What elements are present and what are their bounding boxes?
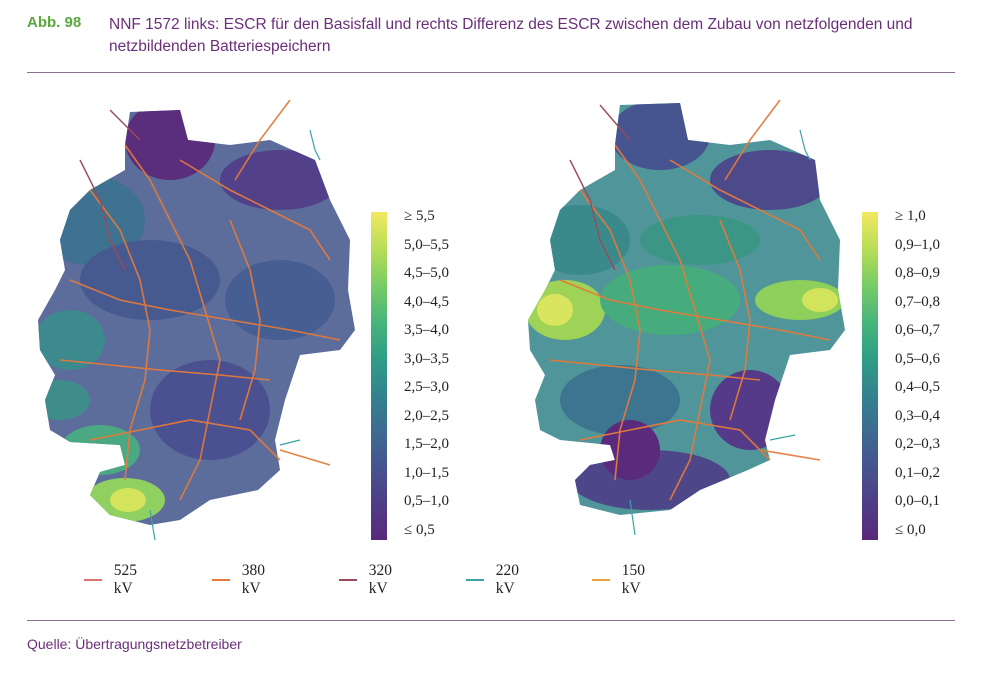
legend-label: 525 kV bbox=[113, 562, 138, 597]
colorbar-right-label: 0,0–0,1 bbox=[895, 493, 940, 509]
colorbar-right-label: 0,2–0,3 bbox=[895, 436, 940, 452]
colorbar-left-label: 2,0–2,5 bbox=[404, 407, 449, 424]
legend-label: 380 kV bbox=[241, 562, 266, 597]
colorbar-right-label: 0,4–0,5 bbox=[895, 379, 940, 395]
legend-label: 220 kV bbox=[495, 562, 520, 597]
colorbar-right-label: 0,7–0,8 bbox=[895, 293, 940, 310]
legend-swatch bbox=[212, 579, 230, 581]
colorbar-right-label: 0,3–0,4 bbox=[895, 407, 940, 424]
colorbar-left-label: 4,0–4,5 bbox=[404, 293, 449, 310]
colorbar-right-label: 0,5–0,6 bbox=[895, 350, 940, 367]
colorbar-left-label: 4,5–5,0 bbox=[404, 265, 449, 281]
top-divider bbox=[27, 72, 955, 73]
map-right-escr-differenz bbox=[520, 99, 850, 555]
colorbar-left-label: 5,0–5,5 bbox=[404, 236, 449, 253]
colorbar-left-label: 2,5–3,0 bbox=[404, 379, 449, 395]
legend-swatch bbox=[466, 579, 484, 581]
colorbar-left-label: ≥ 5,5 bbox=[404, 208, 435, 224]
colorbar-right-labels: ≥ 1,0 0,9–1,0 0,8–0,9 0,7–0,8 0,6–0,7 0,… bbox=[895, 208, 975, 548]
colorbar-left-label: ≤ 0,5 bbox=[404, 521, 435, 538]
legend-item-320kv: 320 kV bbox=[339, 562, 400, 597]
colorbar-left-label: 1,0–1,5 bbox=[404, 464, 449, 481]
colorbar-right-label: 0,8–0,9 bbox=[895, 265, 940, 281]
colorbar-left bbox=[371, 212, 387, 540]
colorbar-right-label: 0,9–1,0 bbox=[895, 236, 940, 253]
legend-item-220kv: 220 kV bbox=[466, 562, 527, 597]
figure-title: NNF 1572 links: ESCR für den Basisfall u… bbox=[109, 16, 913, 55]
colorbar-right bbox=[862, 212, 878, 540]
legend-swatch bbox=[84, 579, 102, 581]
colorbar-right-label: 0,1–0,2 bbox=[895, 464, 940, 481]
colorbar-left-labels: ≥ 5,5 5,0–5,5 4,5–5,0 4,0–4,5 3,5–4,0 3,… bbox=[404, 208, 484, 548]
legend-label: 150 kV bbox=[621, 562, 646, 597]
colorbar-left-label: 3,5–4,0 bbox=[404, 322, 449, 338]
legend-swatch bbox=[339, 579, 357, 581]
colorbar-right-label: ≤ 0,0 bbox=[895, 521, 926, 538]
colorbar-left-label: 1,5–2,0 bbox=[404, 436, 449, 452]
colorbar-left-label: 3,0–3,5 bbox=[404, 350, 449, 367]
map-left-escr-basisfall bbox=[30, 99, 360, 555]
colorbar-left-label: 0,5–1,0 bbox=[404, 493, 449, 509]
figure-label: Abb. 98 bbox=[27, 14, 82, 31]
legend-label: 320 kV bbox=[368, 562, 393, 597]
colorbar-right-label: ≥ 1,0 bbox=[895, 208, 926, 224]
legend-item-525kv: 525 kV bbox=[84, 562, 145, 597]
source-note: Quelle: Übertragungsnetzbetreiber bbox=[27, 636, 242, 652]
colorbar-right-label: 0,6–0,7 bbox=[895, 322, 940, 338]
legend-item-150kv: 150 kV bbox=[592, 562, 653, 597]
legend-swatch bbox=[592, 579, 610, 581]
bottom-divider bbox=[27, 620, 955, 621]
legend-item-380kv: 380 kV bbox=[212, 562, 273, 597]
